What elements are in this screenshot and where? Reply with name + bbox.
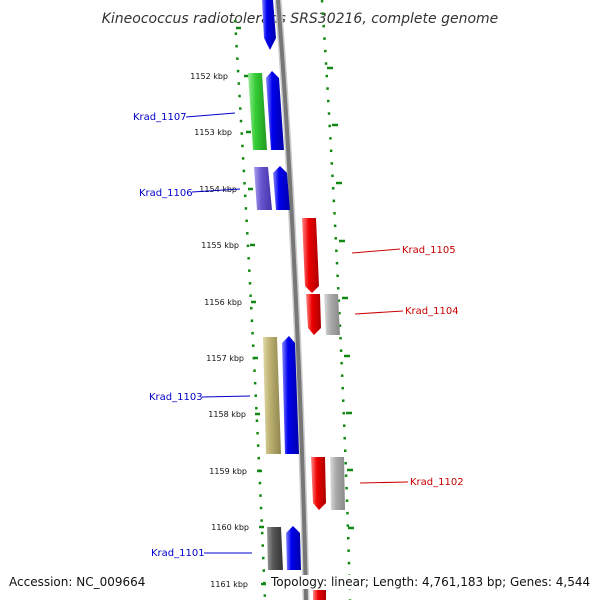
gene-label-krad-1102[interactable]: Krad_1102 <box>410 477 464 488</box>
gene-feature[interactable] <box>313 590 326 600</box>
gene-label-krad-1106[interactable]: Krad_1106 <box>139 188 193 199</box>
gene-feature-krad-1106[interactable] <box>254 167 272 210</box>
gene-feature[interactable] <box>311 457 326 510</box>
ruler-tick-labels: 1152 kbp 1153 kbp 1154 kbp 1155 kbp 1156… <box>190 72 249 589</box>
gene-label-krad-1101[interactable]: Krad_1101 <box>151 548 205 559</box>
gene-feature[interactable] <box>282 336 299 454</box>
gene-feature-krad-1101[interactable] <box>267 527 283 570</box>
genome-summary-text: Topology: linear; Length: 4,761,183 bp; … <box>271 575 591 589</box>
ruler-ticks-right <box>327 66 354 530</box>
gene-label-krad-1103[interactable]: Krad_1103 <box>149 392 203 403</box>
ruler-ticks <box>236 26 266 586</box>
right-gene-labels: Krad_1105 Krad_1104 Krad_1102 <box>402 245 464 488</box>
gene-label-krad-1105[interactable]: Krad_1105 <box>402 245 456 256</box>
gene-label-krad-1104[interactable]: Krad_1104 <box>405 306 459 317</box>
gene-feature[interactable] <box>262 0 276 50</box>
tick-label-1158: 1158 kbp <box>208 410 246 419</box>
accession-text: Accession: NC_009664 <box>9 575 146 589</box>
gene-feature-krad-1103[interactable] <box>263 337 281 454</box>
gene-features-right <box>302 218 345 600</box>
gene-feature[interactable] <box>306 294 321 335</box>
genome-backbone <box>274 0 310 600</box>
left-label-leaders <box>185 112 252 554</box>
tick-label-1153: 1153 kbp <box>194 128 232 137</box>
tick-label-1152: 1152 kbp <box>190 72 228 81</box>
tick-label-1155: 1155 kbp <box>201 241 239 250</box>
gene-features-left <box>248 0 301 570</box>
tick-label-1161: 1161 kbp <box>210 580 248 589</box>
tick-label-1159: 1159 kbp <box>209 467 247 476</box>
gene-feature[interactable] <box>286 526 301 570</box>
tick-label-1160: 1160 kbp <box>211 523 249 532</box>
gene-feature-krad-1102[interactable] <box>330 457 345 510</box>
right-guide-track <box>320 0 352 600</box>
tick-label-1156: 1156 kbp <box>204 298 242 307</box>
gene-label-krad-1107[interactable]: Krad_1107 <box>133 112 187 123</box>
tick-label-1157: 1157 kbp <box>206 354 244 363</box>
map-title: Kineococcus radiotolerans SRS30216, comp… <box>102 11 499 27</box>
gene-feature[interactable] <box>273 166 290 210</box>
gene-feature[interactable] <box>266 71 284 150</box>
left-guide-track <box>233 19 267 600</box>
gene-feature-krad-1107[interactable] <box>248 73 267 150</box>
left-gene-labels: Krad_1107 Krad_1106 Krad_1103 Krad_1101 <box>133 112 205 559</box>
tick-label-1154: 1154 kbp <box>199 185 237 194</box>
gene-feature-krad-1104[interactable] <box>324 294 340 335</box>
right-label-leaders <box>351 248 409 484</box>
gene-feature-krad-1105[interactable] <box>302 218 319 293</box>
